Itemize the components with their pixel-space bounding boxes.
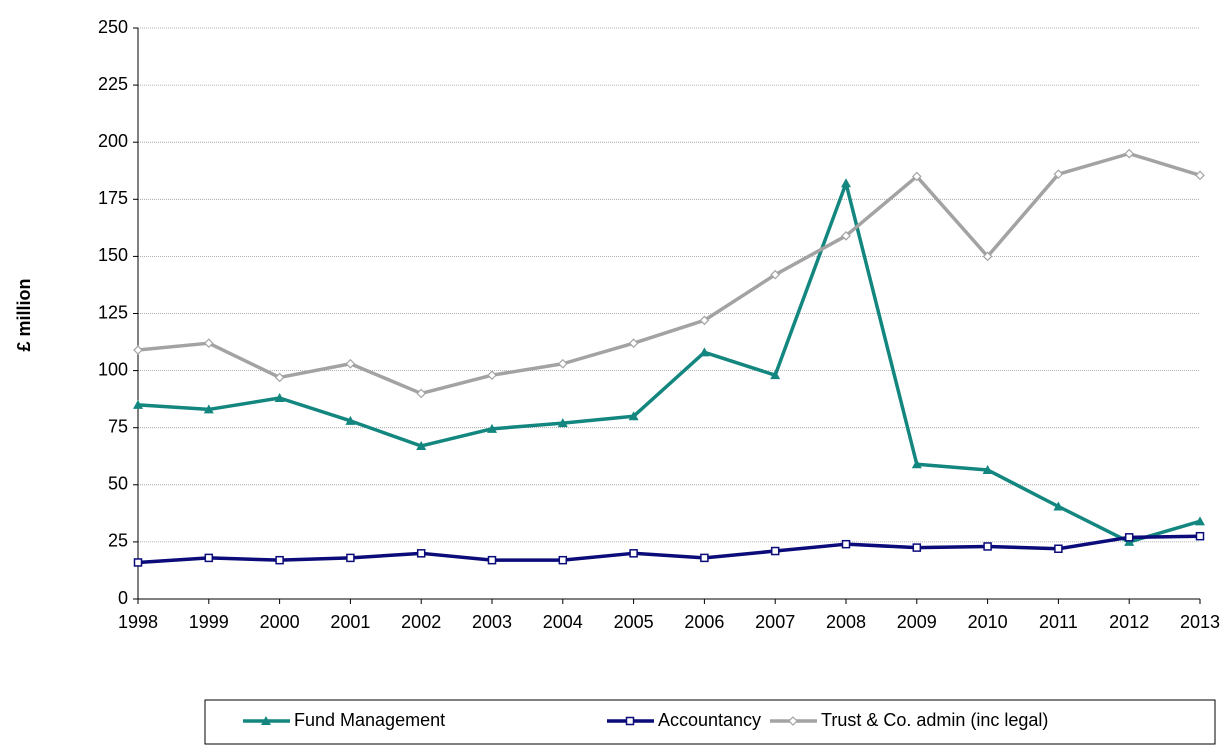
x-tick-label: 2010 [968, 612, 1008, 632]
point [912, 543, 922, 552]
point [203, 338, 214, 349]
point [911, 459, 922, 469]
x-tick-label: 2013 [1180, 612, 1220, 632]
point [203, 404, 214, 414]
legend-label: Accountancy [658, 710, 761, 730]
point [133, 399, 143, 409]
legend-marker [261, 716, 271, 725]
legend-marker [625, 716, 635, 726]
y-tick-label: 250 [98, 17, 128, 37]
x-tick-label: 2000 [260, 612, 300, 632]
point [699, 315, 710, 326]
point [133, 345, 143, 355]
point [841, 539, 851, 549]
x-tick-label: 2008 [826, 612, 866, 632]
y-tick-label: 175 [98, 188, 128, 208]
x-tick-label: 2005 [614, 612, 654, 632]
point [770, 370, 781, 380]
legend-label: Fund Management [294, 710, 445, 730]
point [1195, 170, 1205, 181]
series-line [137, 534, 1201, 565]
point [1054, 544, 1063, 554]
legend-label: Trust & Co. admin (inc legal) [821, 710, 1048, 730]
series-line [137, 181, 1201, 544]
point [274, 372, 285, 383]
point [557, 358, 568, 369]
point [628, 411, 639, 421]
x-tick-label: 2002 [401, 612, 441, 632]
point [487, 423, 497, 433]
point [416, 549, 426, 558]
x-tick-label: 2001 [330, 612, 370, 632]
x-tick-label: 1999 [189, 612, 229, 632]
point [1195, 516, 1205, 526]
legend-box [204, 699, 1216, 745]
point [274, 393, 285, 403]
y-axis-label: £ million [14, 278, 34, 351]
point [629, 549, 638, 558]
point [204, 553, 214, 563]
point [699, 347, 710, 357]
point [770, 546, 780, 556]
y-tick-label: 100 [98, 359, 128, 379]
legend-marker [788, 716, 798, 726]
point [133, 558, 143, 567]
x-tick-label: 2006 [684, 612, 724, 632]
point [346, 553, 355, 563]
x-tick-label: 2003 [472, 612, 512, 632]
x-tick-label: 2007 [755, 612, 795, 632]
point [487, 555, 497, 565]
point [558, 555, 568, 565]
point [983, 542, 992, 551]
point [770, 269, 781, 280]
point [628, 338, 639, 349]
y-tick-label: 150 [98, 245, 128, 265]
series-line [137, 151, 1201, 396]
point [487, 370, 497, 381]
point [700, 553, 709, 563]
point [1195, 531, 1205, 541]
point [345, 415, 356, 425]
point [911, 171, 922, 182]
x-tick-label: 2004 [543, 612, 583, 632]
x-tick-label: 2012 [1109, 612, 1149, 632]
point [841, 178, 851, 188]
y-tick-label: 75 [108, 416, 128, 436]
x-tick-label: 1998 [118, 612, 158, 632]
point [416, 388, 427, 399]
y-tick-label: 125 [98, 302, 128, 322]
point [1124, 533, 1134, 542]
point [416, 440, 427, 450]
point [345, 358, 356, 369]
point [841, 230, 851, 241]
point [1053, 501, 1064, 511]
y-tick-label: 0 [118, 588, 128, 608]
point [1124, 148, 1135, 159]
y-tick-label: 225 [98, 74, 128, 94]
point [982, 464, 993, 474]
y-tick-label: 25 [108, 531, 128, 551]
point [982, 251, 993, 262]
x-tick-label: 2011 [1039, 612, 1078, 632]
point [557, 418, 568, 428]
y-tick-label: 50 [108, 474, 128, 494]
x-tick-label: 2009 [897, 612, 937, 632]
y-tick-label: 200 [98, 131, 128, 151]
point [275, 555, 284, 565]
point [1053, 169, 1064, 180]
